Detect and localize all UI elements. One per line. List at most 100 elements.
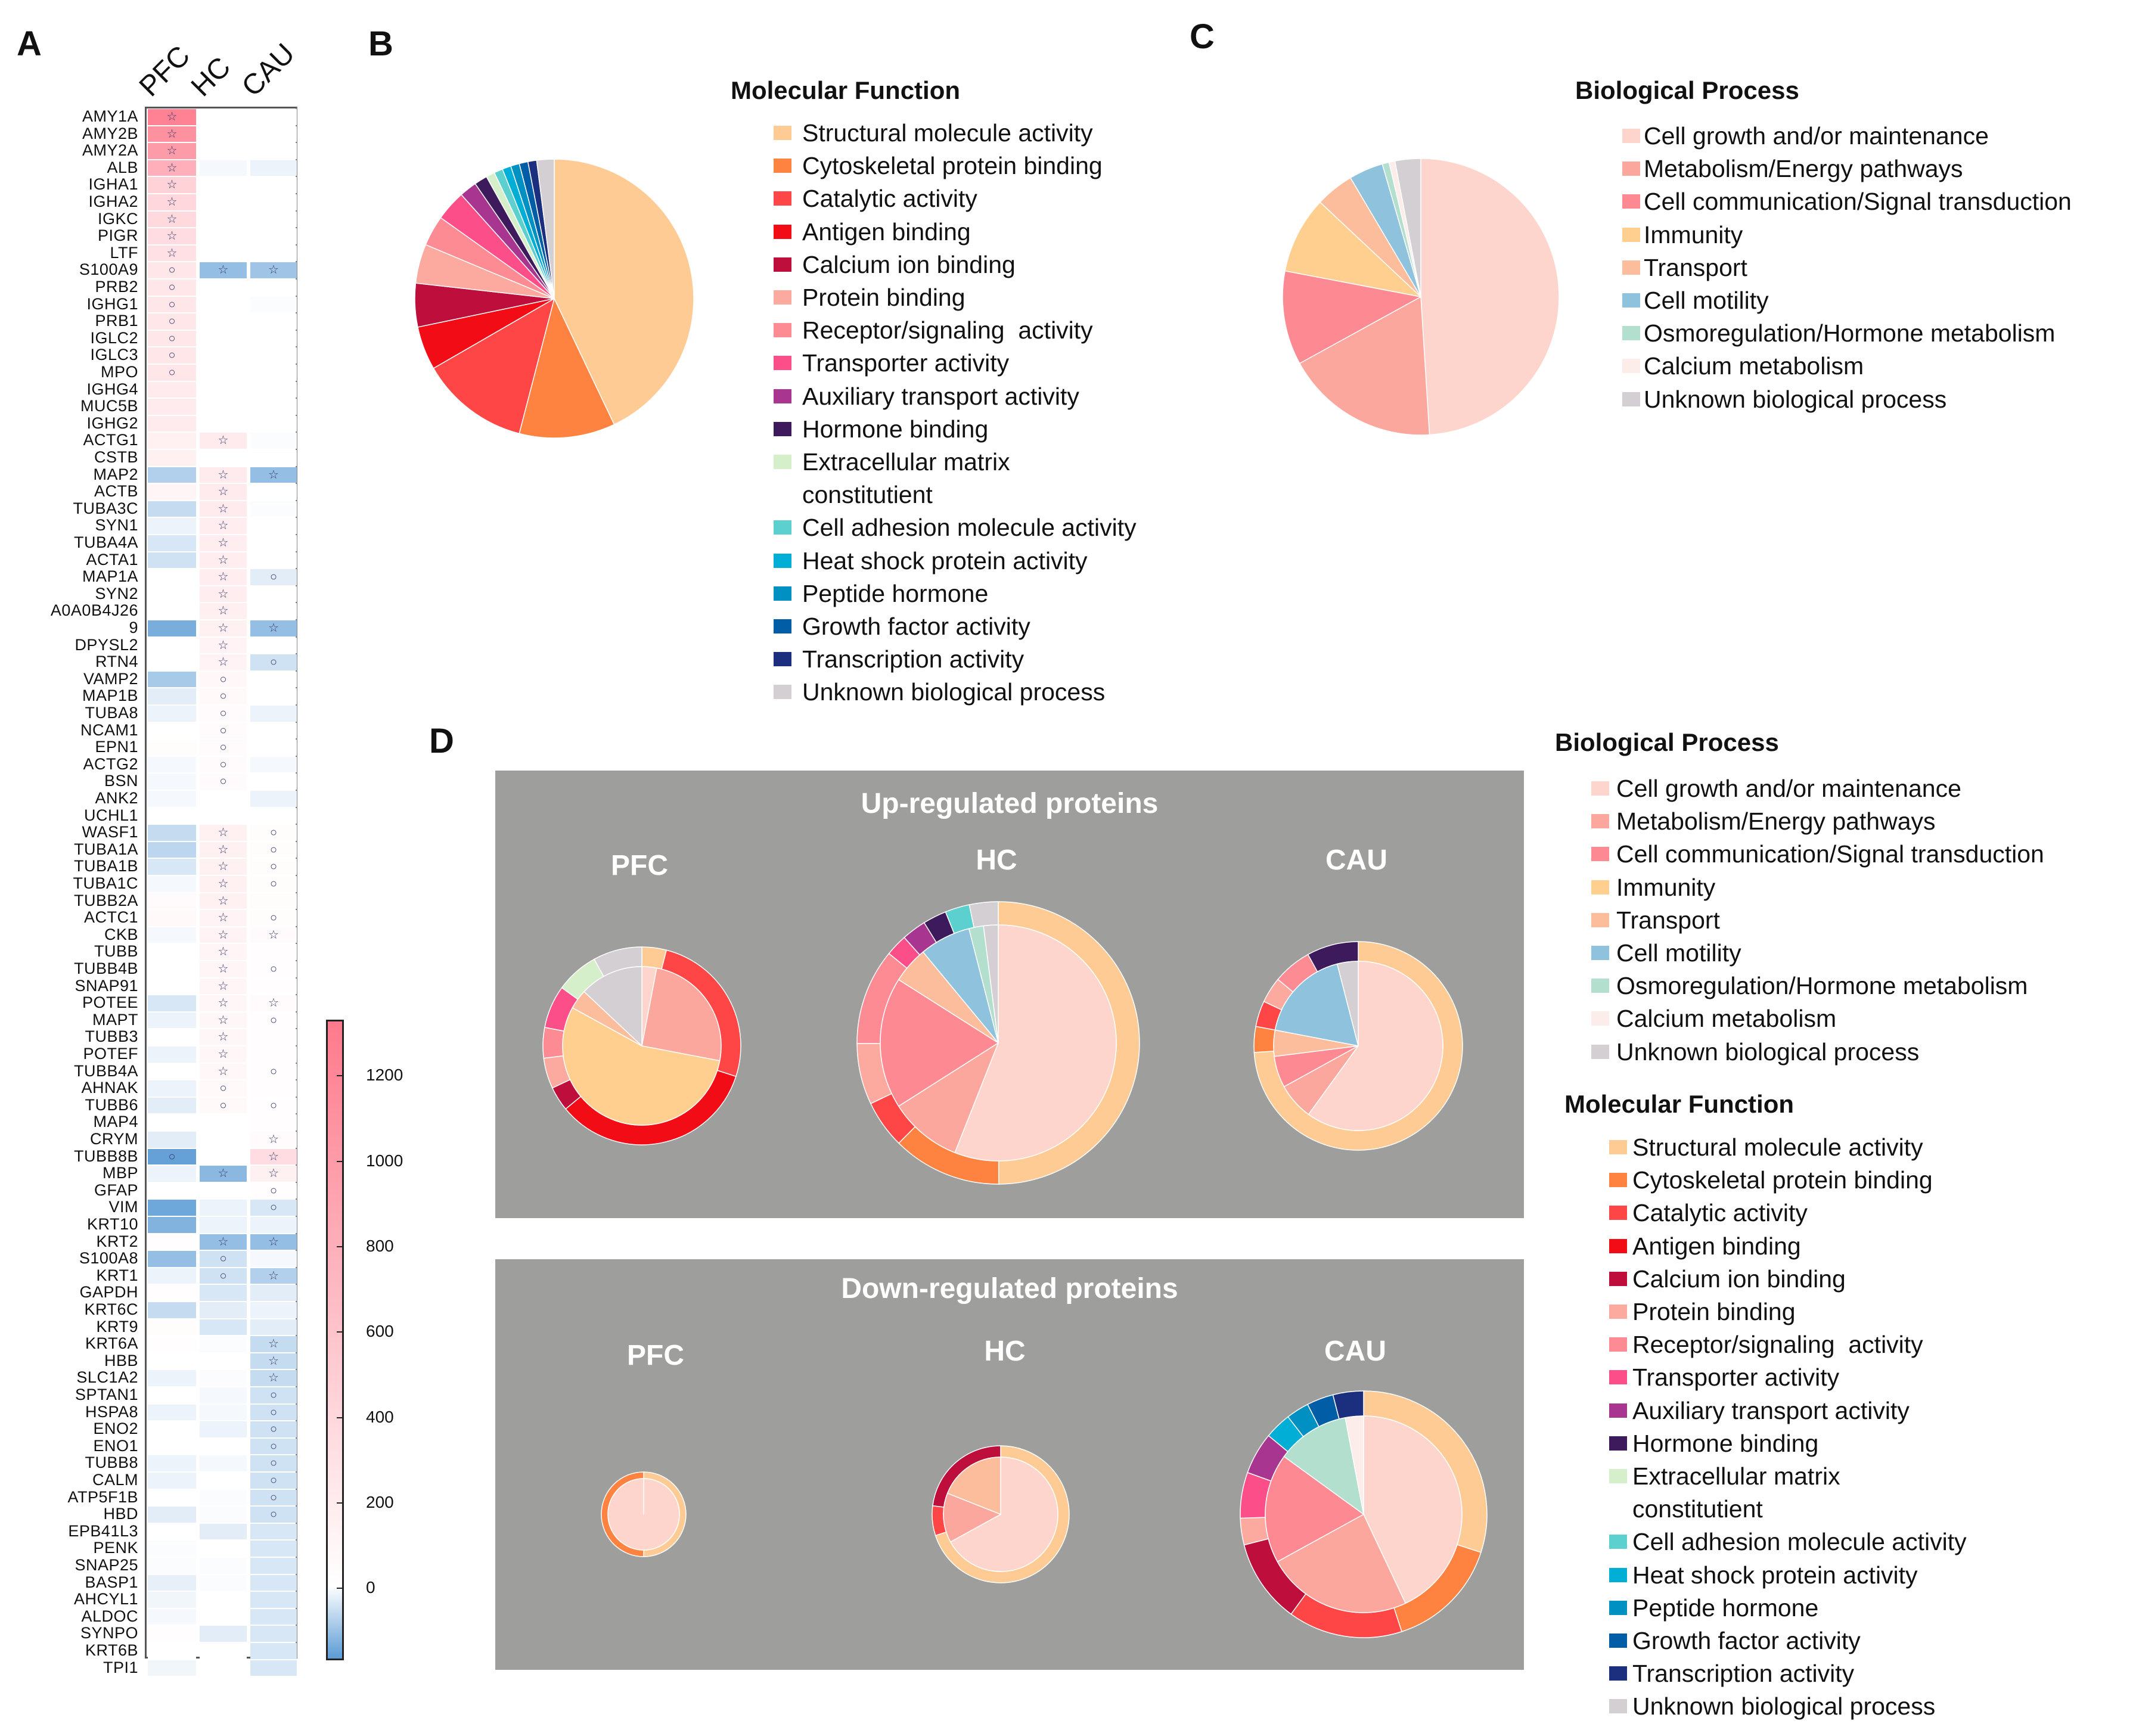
circle-marker-icon: ○ <box>219 741 227 754</box>
legend-label: Transcription activity <box>1632 1660 1855 1688</box>
heatmap-cell: ☆ <box>200 995 247 1011</box>
gene-label: TUBB8B <box>73 1147 138 1165</box>
star-marker-icon: ☆ <box>166 110 178 123</box>
gene-label: MBP <box>102 1164 138 1182</box>
legend-swatch <box>1622 392 1640 406</box>
heatmap-cell <box>250 1558 297 1574</box>
heatmap-cell: ☆ <box>250 620 297 636</box>
heatmap-cell <box>250 501 297 517</box>
heatmap-cell <box>148 1166 196 1182</box>
heatmap-cell <box>148 1319 196 1336</box>
legend-label: Cell communication/Signal transduction <box>1644 188 2072 216</box>
heatmap-cell <box>200 1200 247 1216</box>
star-marker-icon: ☆ <box>218 638 229 652</box>
heatmap-cell <box>250 1592 297 1608</box>
heatmap-cell <box>148 1507 196 1523</box>
gene-label: S100A8 <box>79 1249 138 1268</box>
colorbar-tick-label: 1200 <box>366 1066 403 1085</box>
star-marker-icon: ☆ <box>218 996 229 1010</box>
heatmap-cell <box>200 1132 247 1148</box>
gene-label: TUBB6 <box>85 1095 138 1114</box>
gene-label: AHCYL1 <box>73 1590 138 1608</box>
heatmap-cell: ☆ <box>200 501 247 517</box>
legend-label: Growth factor activity <box>1632 1627 1861 1654</box>
gene-label: TUBA4A <box>73 533 138 551</box>
legend-label: Antigen binding <box>802 218 971 246</box>
heatmap-cell <box>200 245 247 262</box>
heatmap-cell <box>148 740 196 756</box>
gene-label: GAPDH <box>79 1283 138 1302</box>
circle-marker-icon: ○ <box>168 331 176 345</box>
heatmap-cell: ☆ <box>200 825 247 841</box>
heatmap-cell: ○ <box>250 841 297 858</box>
heatmap-cell: ○ <box>250 1012 297 1029</box>
heatmap-cell: ○ <box>200 688 247 704</box>
circle-marker-icon: ○ <box>269 877 278 890</box>
gene-label: S100A9 <box>79 260 138 279</box>
up-hc-label: HC <box>976 844 1017 876</box>
legend-label: Transcription activity <box>802 645 1024 673</box>
legend-label: Hormone binding <box>802 415 989 443</box>
heatmap-cell: ☆ <box>250 1234 297 1250</box>
star-marker-icon: ☆ <box>218 604 229 618</box>
heatmap-cell <box>200 381 247 398</box>
heatmap-cell <box>250 688 297 704</box>
heatmap-cell <box>148 756 196 773</box>
legend-label: Extracellular matrix constitutient <box>802 448 1010 508</box>
circle-marker-icon: ○ <box>168 315 176 328</box>
legend-swatch <box>1609 1337 1627 1352</box>
heatmap-cell <box>200 1387 247 1403</box>
legend-label: Cell communication/Signal transduction <box>1616 840 2044 868</box>
heatmap-cell <box>250 1217 297 1233</box>
heatmap-cell <box>250 450 297 466</box>
up-pfc-mf-ring-slice-6 <box>542 1027 565 1059</box>
heatmap-cell: ☆ <box>148 177 196 193</box>
gene-label: VIM <box>108 1198 138 1216</box>
legend-swatch <box>1622 293 1640 308</box>
heatmap-cell <box>200 1541 247 1557</box>
heatmap-cell: ☆ <box>148 143 196 159</box>
gene-label: TUBA1A <box>73 840 138 858</box>
heatmap-cell <box>200 1217 247 1233</box>
legend-swatch <box>1591 781 1609 796</box>
heatmap-cell <box>200 313 247 330</box>
star-marker-icon: ☆ <box>166 195 178 209</box>
colorbar-tick-mark <box>337 1246 344 1247</box>
heatmap-cell: ☆ <box>148 194 196 210</box>
heatmap-cell: ○ <box>148 347 196 364</box>
heatmap-cell <box>250 313 297 330</box>
legend-label: Receptor/signaling activity <box>802 316 1093 344</box>
heatmap-cell: ☆ <box>250 1370 297 1386</box>
gene-label: AMY2B <box>82 124 138 142</box>
circle-marker-icon: ○ <box>269 570 278 584</box>
heatmap-cell <box>148 484 196 500</box>
heatmap-cell <box>148 1370 196 1386</box>
star-marker-icon: ☆ <box>218 945 229 959</box>
heatmap-cell <box>148 944 196 960</box>
heatmap-cell: ☆ <box>200 586 247 603</box>
heatmap-cell: ○ <box>250 876 297 892</box>
star-marker-icon: ☆ <box>268 928 279 942</box>
legend-label: Immunity <box>1644 221 1743 249</box>
up-pfc-bp-pie-slice-3 <box>562 1007 721 1126</box>
heatmap-cell <box>200 296 247 313</box>
heatmap-cell: ☆ <box>250 1336 297 1352</box>
heatmap-cell <box>200 1473 247 1489</box>
legend-label: Metabolism/Energy pathways <box>1616 808 1936 836</box>
legend-swatch <box>1622 129 1640 143</box>
legend-label: Cell adhesion molecule activity <box>802 514 1137 542</box>
heatmap-cell <box>148 671 196 688</box>
heatmap-cell <box>148 1489 196 1506</box>
legend-label: Cytoskeletal protein binding <box>1632 1166 1933 1194</box>
heatmap-cell: ○ <box>250 910 297 926</box>
heatmap-cell: ☆ <box>148 228 196 244</box>
legend-swatch <box>774 389 791 403</box>
down-cau-label: CAU <box>1324 1336 1386 1367</box>
heatmap-cell <box>148 1608 196 1625</box>
down-pfc-bp-pie-slice-0 <box>607 1478 680 1551</box>
gene-label: HBB <box>104 1351 138 1369</box>
heatmap-cell <box>148 501 196 517</box>
star-marker-icon: ☆ <box>218 911 229 925</box>
heatmap-cell: ☆ <box>200 518 247 534</box>
